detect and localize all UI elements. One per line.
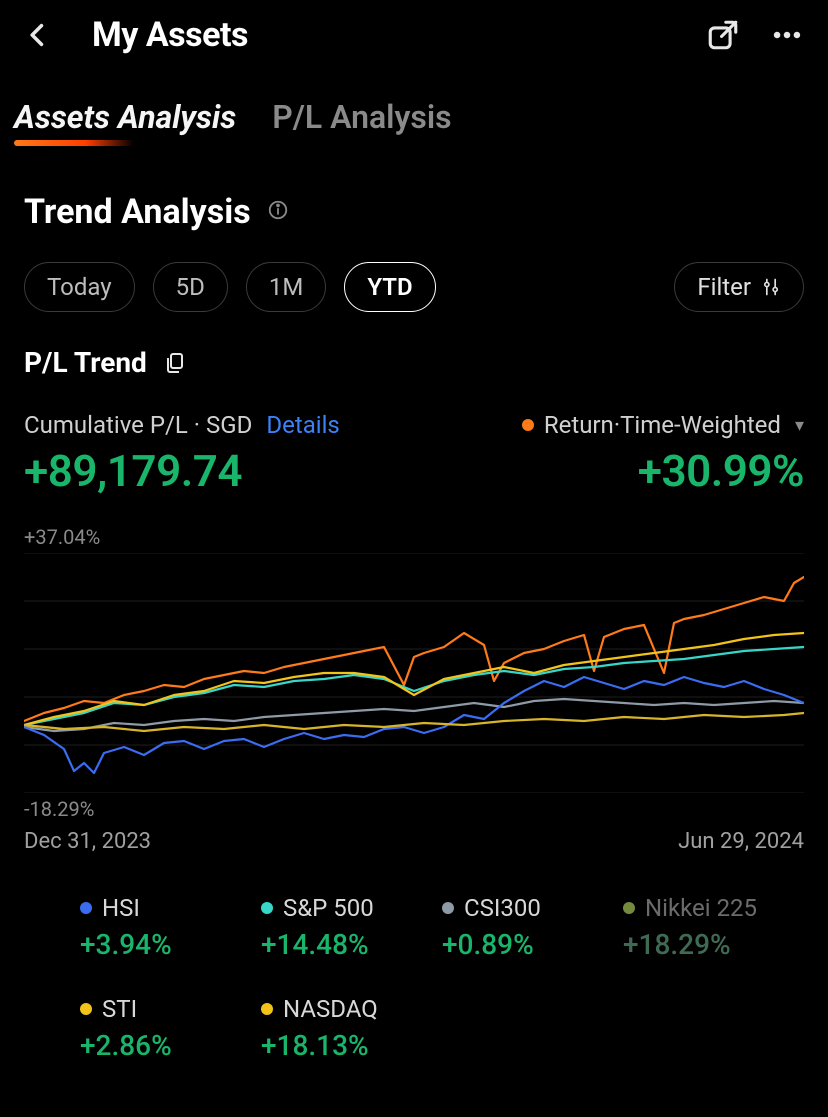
- legend-name: HSI: [102, 894, 140, 922]
- legend-dot: [80, 1003, 92, 1015]
- legend-value: +3.94%: [80, 928, 261, 961]
- analysis-tabs: Assets Analysis P/L Analysis: [0, 70, 828, 136]
- legend-name: STI: [102, 995, 137, 1023]
- series-sti: [24, 713, 804, 731]
- sliders-icon: [761, 277, 781, 297]
- legend-dot: [261, 1003, 273, 1015]
- y-axis-bottom: -18.29%: [24, 797, 804, 821]
- legend-item-s-p-500[interactable]: S&P 500 +14.48%: [261, 894, 442, 961]
- chart-series: [24, 577, 804, 773]
- legend-name: NASDAQ: [283, 995, 378, 1023]
- range-ytd[interactable]: YTD: [344, 262, 435, 312]
- chevron-down-icon: ▾: [795, 415, 804, 436]
- chart-legend: HSI+3.94%S&P 500+14.48%CSI300+0.89%Nikke…: [0, 854, 828, 1062]
- legend-value: +2.86%: [80, 1029, 261, 1062]
- legend-dot: [442, 902, 454, 914]
- copy-icon[interactable]: [163, 351, 187, 375]
- legend-dot: [623, 902, 635, 914]
- cumulative-pl-value: +89,179.74: [24, 445, 340, 497]
- filter-button[interactable]: Filter: [674, 262, 804, 312]
- legend-value: +18.29%: [623, 928, 804, 961]
- return-dot: [522, 419, 534, 431]
- legend-name: S&P 500: [283, 894, 374, 922]
- legend-item-nikkei-225[interactable]: Nikkei 225 +18.29%: [623, 894, 804, 961]
- legend-dot: [261, 902, 273, 914]
- time-range-row: Today 5D 1M YTD Filter: [0, 232, 828, 312]
- tab-assets-analysis[interactable]: Assets Analysis: [14, 98, 236, 136]
- range-5d[interactable]: 5D: [153, 262, 228, 312]
- range-1m[interactable]: 1M: [246, 262, 326, 312]
- tab-pl-analysis[interactable]: P/L Analysis: [272, 98, 451, 136]
- filter-label: Filter: [697, 273, 751, 301]
- x-axis-start: Dec 31, 2023: [24, 829, 151, 854]
- legend-name: CSI300: [464, 894, 541, 922]
- pl-trend-chart: [24, 553, 804, 793]
- legend-item-sti[interactable]: STI +2.86%: [80, 995, 261, 1062]
- legend-item-hsi[interactable]: HSI +3.94%: [80, 894, 261, 961]
- legend-dot: [80, 902, 92, 914]
- cumulative-pl-label: Cumulative P/L · SGD: [24, 411, 252, 439]
- details-link[interactable]: Details: [266, 411, 339, 439]
- share-icon[interactable]: [706, 18, 740, 52]
- y-axis-top: +37.04%: [24, 525, 804, 549]
- legend-name: Nikkei 225: [645, 894, 757, 922]
- back-icon[interactable]: [24, 21, 52, 49]
- more-icon[interactable]: [770, 18, 804, 52]
- legend-item-csi300[interactable]: CSI300 +0.89%: [442, 894, 623, 961]
- section-title: Trend Analysis: [24, 192, 251, 232]
- return-mode-selector[interactable]: Return·Time-Weighted ▾: [522, 411, 804, 439]
- range-today[interactable]: Today: [24, 262, 135, 312]
- page-title: My Assets: [92, 15, 248, 55]
- return-mode-label: Return·Time-Weighted: [544, 411, 781, 439]
- legend-value: +0.89%: [442, 928, 623, 961]
- pl-trend-title: P/L Trend: [24, 346, 147, 379]
- legend-item-nasdaq[interactable]: NASDAQ +18.13%: [261, 995, 442, 1062]
- return-value: +30.99%: [638, 445, 804, 497]
- legend-value: +18.13%: [261, 1029, 442, 1062]
- x-axis-end: Jun 29, 2024: [678, 829, 804, 854]
- chart-gridlines: [24, 553, 804, 793]
- legend-value: +14.48%: [261, 928, 442, 961]
- info-icon[interactable]: [267, 199, 289, 225]
